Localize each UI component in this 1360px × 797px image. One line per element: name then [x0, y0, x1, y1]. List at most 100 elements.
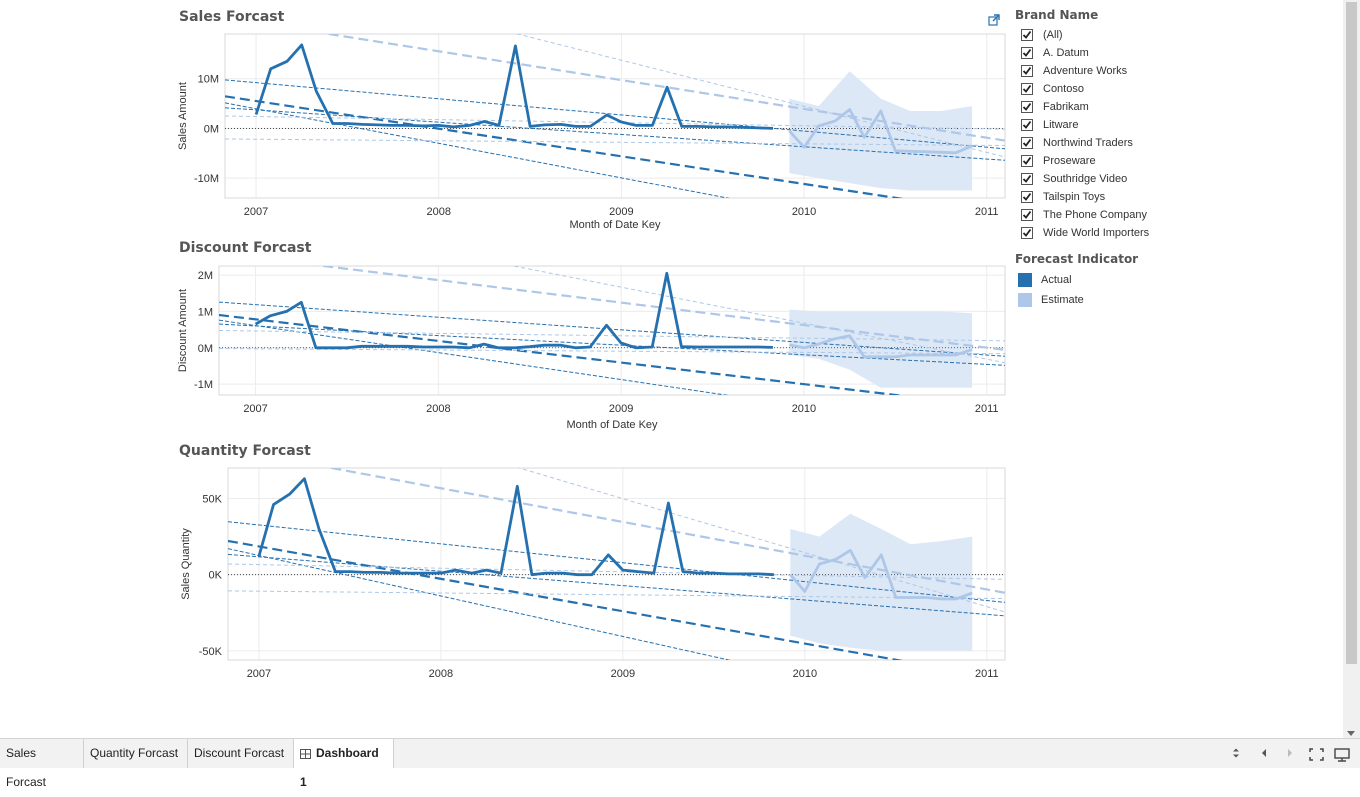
brand-filter-item[interactable]: (All) [1021, 26, 1335, 44]
brand-filter-item[interactable]: Litware [1021, 116, 1335, 134]
checkbox[interactable] [1021, 137, 1033, 149]
x-tick-label: 2007 [247, 668, 271, 680]
brand-filter-item[interactable]: Wide World Importers [1021, 224, 1335, 242]
y-tick-label: 50K [202, 493, 222, 505]
presentation-icon[interactable] [1334, 748, 1350, 762]
fullscreen-icon[interactable] [1309, 748, 1324, 761]
tab-dashboard-1[interactable]: Dashboard 1 [294, 739, 394, 789]
checkmark-icon [1022, 48, 1032, 57]
plot-area [219, 266, 1005, 395]
checkbox[interactable] [1021, 101, 1033, 113]
scroll-down-arrow-icon[interactable] [1347, 731, 1355, 736]
discount-forcast-chart[interactable]: 2M 1M 0M -1M 2007 2008 2009 2010 2011 Discount Am… [0, 0, 1010, 440]
checkbox[interactable] [1021, 227, 1033, 239]
brand-filter-item[interactable]: Northwind Traders [1021, 134, 1335, 152]
tab-label: Discount Forcast [194, 746, 285, 760]
x-axis-title: Month of Date Key [569, 219, 661, 231]
brand-filter-label: Northwind Traders [1043, 137, 1133, 149]
trend-line [219, 348, 1005, 355]
checkmark-icon [1022, 120, 1032, 129]
checkbox[interactable] [1021, 155, 1033, 167]
checkmark-icon [1022, 228, 1032, 237]
y-tick-label: 0M [198, 343, 213, 355]
brand-filter-item[interactable]: Proseware [1021, 152, 1335, 170]
trend-line [219, 319, 729, 395]
brand-filter-item[interactable]: The Phone Company [1021, 206, 1335, 224]
x-axis-title: Month of Date Key [566, 419, 658, 431]
tab-quantity-forcast[interactable]: Quantity Forcast [84, 739, 188, 768]
brand-filter-item[interactable]: A. Datum [1021, 44, 1335, 62]
prev-sheet-icon[interactable] [1260, 747, 1268, 759]
x-tick-label: 2009 [609, 206, 633, 218]
y-tick-label: -10M [194, 173, 219, 185]
trend-line [325, 468, 1005, 594]
brand-filter-label: Proseware [1043, 155, 1096, 167]
forecast-legend: Actual Estimate [1015, 270, 1335, 310]
checkbox[interactable] [1021, 29, 1033, 41]
quantity-forcast-chart[interactable]: 50K 0K -50K 2007 2008 2009 2010 2011 Sales Quant… [0, 0, 1010, 690]
trend-line [225, 95, 905, 198]
brand-filter-item[interactable]: Southridge Video [1021, 170, 1335, 188]
x-tick-label: 2008 [429, 668, 453, 680]
checkbox[interactable] [1021, 119, 1033, 131]
checkmark-icon [1022, 30, 1032, 39]
trend-line [515, 34, 1005, 158]
external-link-icon[interactable] [988, 14, 1000, 26]
x-tick-label: 2008 [426, 403, 450, 415]
checkmark-icon [1022, 210, 1032, 219]
forecast-band [790, 513, 973, 651]
checkbox[interactable] [1021, 173, 1033, 185]
y-tick-label: 10M [198, 74, 219, 86]
y-tick-label: -50K [199, 646, 223, 658]
trend-line [219, 313, 906, 395]
legend-swatch [1018, 273, 1032, 287]
y-axis-title: Sales Quantity [180, 528, 192, 600]
brand-filter-label: Southridge Video [1043, 173, 1128, 185]
legend-title: Forecast Indicator [1015, 252, 1139, 266]
x-tick-label: 2010 [793, 668, 817, 680]
y-tick-label: 2M [198, 270, 213, 282]
trend-line [225, 107, 1005, 161]
trend-line [517, 468, 1005, 613]
legend-item[interactable]: Actual [1018, 270, 1335, 290]
x-tick-label: 2008 [426, 206, 450, 218]
brand-filter-label: Wide World Importers [1043, 227, 1150, 239]
vertical-scrollbar[interactable] [1343, 0, 1360, 738]
brand-filter-item[interactable]: Adventure Works [1021, 62, 1335, 80]
checkbox[interactable] [1021, 47, 1033, 59]
legend-label: Estimate [1041, 294, 1084, 306]
tab-discount-forcast[interactable]: Discount Forcast [188, 739, 294, 768]
brand-filter-label: Litware [1043, 119, 1079, 131]
series-line-actual [254, 43, 774, 130]
checkbox[interactable] [1021, 83, 1033, 95]
y-tick-label: 0K [209, 570, 223, 582]
series-line-estimate [788, 108, 973, 155]
brand-filter-item[interactable]: Tailspin Toys [1021, 188, 1335, 206]
sales-forcast-chart[interactable]: 10M 0M -10M 2007 2008 2009 2010 2011 Sales Amoun… [0, 0, 1010, 235]
checkbox[interactable] [1021, 65, 1033, 77]
y-tick-label: -1M [194, 379, 213, 391]
next-sheet-icon[interactable] [1286, 747, 1294, 759]
series-line-actual [257, 477, 774, 577]
trend-line [228, 563, 1005, 580]
brand-filter-item[interactable]: Fabrikam [1021, 98, 1335, 116]
y-axis-title: Discount Amount [177, 289, 189, 372]
x-tick-label: 2009 [609, 403, 633, 415]
x-tick-label: 2011 [975, 403, 999, 415]
x-tick-label: 2011 [975, 668, 999, 680]
sort-updown-icon[interactable] [1231, 747, 1241, 759]
trend-line [228, 548, 732, 660]
sales-forcast-title: Sales Forcast [179, 9, 285, 25]
scroll-thumb[interactable] [1346, 2, 1357, 664]
checkmark-icon [1022, 156, 1032, 165]
trend-line [228, 553, 1005, 617]
legend-label: Actual [1041, 274, 1072, 286]
legend-item[interactable]: Estimate [1018, 290, 1335, 310]
series-line-actual [254, 271, 773, 350]
series-line-estimate [789, 548, 973, 601]
brand-filter-label: Fabrikam [1043, 101, 1089, 113]
checkbox[interactable] [1021, 209, 1033, 221]
checkbox[interactable] [1021, 191, 1033, 203]
brand-filter-item[interactable]: Contoso [1021, 80, 1335, 98]
tab-sales-forcast[interactable]: Sales Forcast [0, 739, 84, 789]
